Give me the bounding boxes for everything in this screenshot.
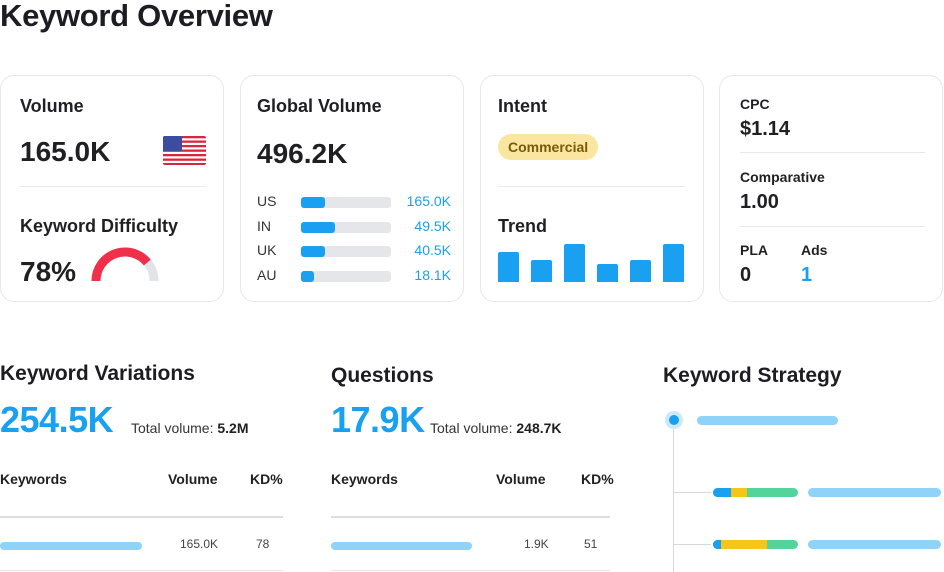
strategy-tree-line <box>673 429 674 572</box>
variations-count: 254.5K <box>0 399 114 440</box>
cpc-divider <box>740 152 925 153</box>
global-volume-value: 496.2K <box>257 138 348 169</box>
trend-bar <box>663 244 684 282</box>
cpc-value: $1.14 <box>740 118 791 140</box>
volume-card: Volume 165.0K Keyword Difficulty 78% <box>0 75 224 302</box>
trend-label: Trend <box>498 216 548 236</box>
trend-bar <box>531 260 552 282</box>
country-volume-fill <box>301 197 326 208</box>
volume-divider <box>20 186 206 187</box>
global-volume-label: Global Volume <box>257 96 382 116</box>
row-divider <box>0 570 283 571</box>
strategy-root-bar[interactable] <box>697 416 838 425</box>
questions-header-keywords[interactable]: Keywords <box>331 471 398 487</box>
country-volume-fill <box>301 246 326 257</box>
country-volume-value: 18.1K <box>414 266 451 283</box>
row-volume: 165.0K <box>180 537 219 551</box>
country-volume-fill <box>301 270 314 282</box>
intent-card: Intent Commercial Trend <box>480 75 704 302</box>
volume-value: 165.0K <box>20 136 111 167</box>
question-placeholder-bar <box>331 542 472 550</box>
strategy-root-dot-icon <box>665 411 683 429</box>
global-volume-row-in: IN 49.5K <box>257 218 451 236</box>
page-title: Keyword Overview <box>0 0 273 33</box>
trend-bar <box>498 252 519 282</box>
country-code: UK <box>257 242 277 258</box>
kd-label: Keyword Difficulty <box>20 216 179 236</box>
variations-header-kd[interactable]: KD% <box>250 471 283 487</box>
kd-value: 78% <box>20 256 77 287</box>
strategy-title: Keyword Strategy <box>663 364 842 387</box>
intent-divider <box>498 186 685 187</box>
strategy-branch-line <box>673 492 711 493</box>
global-volume-card: Global Volume 496.2K US 165.0K IN 49.5K UK 40… <box>240 75 464 302</box>
trend-bar <box>630 259 651 282</box>
pla-label: PLA <box>740 242 768 258</box>
country-volume-value: 40.5K <box>414 242 451 258</box>
variations-title: Keyword Variations <box>0 362 195 385</box>
comparative-label: Comparative <box>740 169 825 185</box>
country-volume-track <box>301 197 391 208</box>
comparative-value: 1.00 <box>740 191 779 213</box>
volume-label: Volume <box>20 96 84 116</box>
questions-title: Questions <box>331 364 434 387</box>
strategy-keyword-bar[interactable] <box>808 488 941 497</box>
variations-total: Total volume: 5.2M <box>131 420 249 436</box>
global-volume-row-uk: UK 40.5K <box>257 242 451 260</box>
country-code: US <box>257 193 277 209</box>
cpc-label: CPC <box>740 96 770 112</box>
strategy-cluster-bar[interactable] <box>713 488 798 497</box>
country-code: AU <box>257 266 277 283</box>
country-volume-value: 49.5K <box>414 217 451 234</box>
trend-chart <box>498 242 686 282</box>
kd-gauge-icon <box>91 247 159 282</box>
questions-header-divider <box>331 516 610 518</box>
strategy-branch-line <box>673 544 711 545</box>
trend-bar <box>564 244 585 282</box>
ads-label: Ads <box>801 242 828 258</box>
questions-count: 17.9K <box>331 399 425 440</box>
global-volume-row-us: US 165.0K <box>257 193 451 211</box>
country-volume-track <box>301 246 391 257</box>
strategy-keyword-bar[interactable] <box>808 540 941 549</box>
country-volume-track <box>301 221 391 233</box>
row-kd: 51 <box>584 537 598 551</box>
variations-header-divider <box>0 516 283 518</box>
intent-badge: Commercial <box>498 134 599 160</box>
row-divider <box>331 570 610 571</box>
country-code: IN <box>257 217 271 234</box>
country-volume-value: 165.0K <box>406 193 451 209</box>
country-volume-fill <box>301 221 336 233</box>
strategy-cluster-bar[interactable] <box>713 540 798 549</box>
trend-bar <box>597 263 618 282</box>
pla-value: 0 <box>740 264 752 286</box>
us-flag-icon <box>163 136 206 165</box>
global-volume-row-au: AU 18.1K <box>257 267 451 285</box>
comparative-divider <box>740 226 925 227</box>
questions-header-volume[interactable]: Volume <box>496 471 546 487</box>
country-volume-track <box>301 270 391 282</box>
variations-header-volume[interactable]: Volume <box>168 471 218 487</box>
questions-total: Total volume: 248.7K <box>430 420 562 436</box>
keyword-placeholder-bar <box>0 542 142 550</box>
variations-header-keywords[interactable]: Keywords <box>0 471 67 487</box>
row-volume: 1.9K <box>524 537 549 551</box>
row-kd: 78 <box>256 537 270 551</box>
ads-value: 1 <box>801 264 813 286</box>
questions-header-kd[interactable]: KD% <box>581 471 614 487</box>
cpc-card: CPC $1.14 Comparative 1.00 PLA 0 Ads 1 <box>719 75 943 302</box>
intent-label: Intent <box>498 96 547 116</box>
